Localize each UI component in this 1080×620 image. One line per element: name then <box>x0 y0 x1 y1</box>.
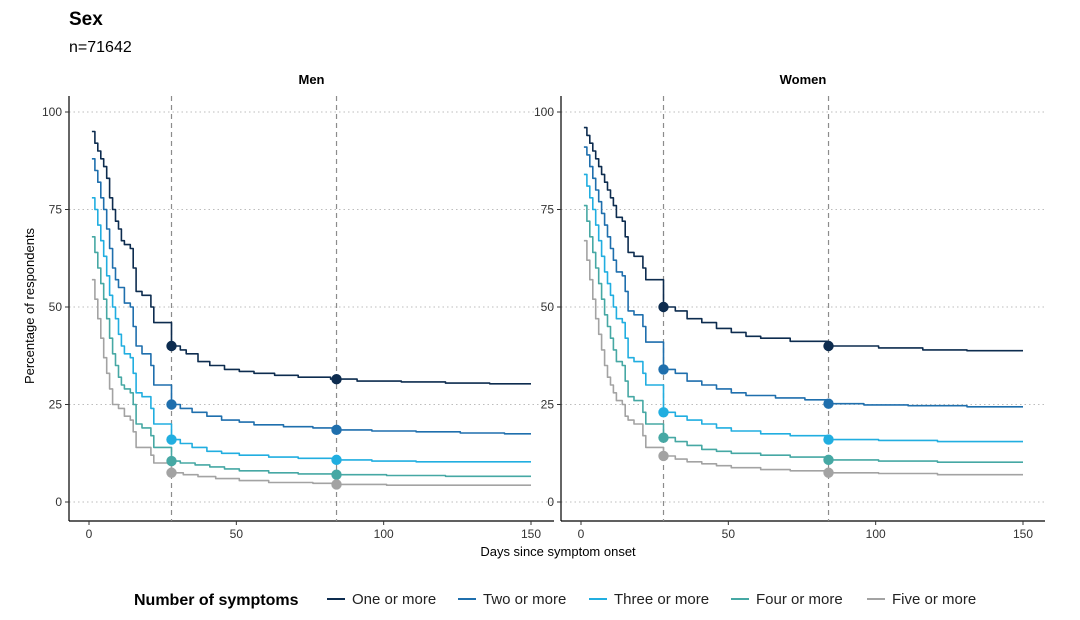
legend-label-one-or-more: One or more <box>352 591 436 608</box>
panel-women-point-day-28-three-or-more <box>658 407 669 418</box>
panel-men-y-tick-label: 100 <box>42 105 62 119</box>
panel-women-y-tick-label: 75 <box>541 203 555 217</box>
panel-women-point-day-28-two-or-more <box>658 364 669 375</box>
x-axis-title: Days since symptom onset <box>480 544 636 559</box>
panel-women: Women 0 50 100 150 0 25 50 75 100 <box>534 72 1045 541</box>
panel-men-point-day-84-four-or-more <box>331 469 342 480</box>
panel-women-point-day-84-four-or-more <box>823 454 834 466</box>
panel-women-y-tick-label: 0 <box>547 495 554 509</box>
panel-women-point-day-28-one-or-more <box>658 301 669 313</box>
panel-men-point-day-84-one-or-more <box>331 373 342 385</box>
panel-women-point-day-84-two-or-more <box>823 398 834 409</box>
panel-men-point-day-84-five-or-more <box>331 479 342 490</box>
panel-women-point-day-84-three-or-more <box>823 434 834 445</box>
panel-women-point-day-84-one-or-more <box>823 340 834 352</box>
panel-men-y-tick-label: 50 <box>49 300 63 314</box>
panel-men-x-tick-label: 0 <box>86 527 93 541</box>
panel-women-series-line-one-or-more <box>583 126 1023 352</box>
panel-women-series-line-four-or-more <box>583 204 1023 463</box>
panel-men-point-day-28-two-or-more <box>166 399 177 410</box>
panel-men-series-line-two-or-more <box>91 158 531 435</box>
panel-men-strip-label: Men <box>299 72 325 87</box>
panel-women-x-tick-label: 150 <box>1013 527 1033 541</box>
panel-men-point-day-28-five-or-more <box>166 467 177 478</box>
legend-label-three-or-more: Three or more <box>614 591 709 608</box>
legend-label-four-or-more: Four or more <box>756 591 843 608</box>
legend-label-five-or-more: Five or more <box>892 591 976 608</box>
panel-men-x-tick-label: 100 <box>374 527 394 541</box>
panel-men-y-tick-label: 25 <box>49 398 63 412</box>
panel-men: Men 0 50 100 150 0 25 50 75 100 <box>42 72 554 541</box>
panel-women-x-tick-label: 50 <box>722 527 736 541</box>
panel-women-x-tick-label: 0 <box>578 527 585 541</box>
panel-men-y-tick-label: 0 <box>55 495 62 509</box>
panel-women-x-tick-label: 100 <box>866 527 886 541</box>
panel-women-series-line-five-or-more <box>583 239 1023 476</box>
panel-men-point-day-28-three-or-more <box>166 434 177 445</box>
panel-women-series-line-three-or-more <box>583 173 1023 443</box>
panel-men-y-tick-label: 75 <box>49 203 63 217</box>
panel-women-point-day-84-five-or-more <box>823 467 834 478</box>
panel-women-point-day-28-five-or-more <box>658 450 669 462</box>
panel-women-strip-label: Women <box>780 72 827 87</box>
panel-women-point-day-28-four-or-more <box>658 432 669 443</box>
chart-title: Sex <box>69 9 103 30</box>
panel-women-y-tick-label: 100 <box>534 105 554 119</box>
panel-women-y-tick-label: 25 <box>541 398 555 412</box>
panel-men-point-day-84-three-or-more <box>331 454 342 466</box>
panel-men-x-tick-label: 50 <box>230 527 244 541</box>
panel-men-x-tick-label: 150 <box>521 527 541 541</box>
panel-men-series-line-one-or-more <box>91 130 531 385</box>
panel-men-series-line-three-or-more <box>91 197 531 463</box>
legend-title: Number of symptoms <box>134 592 299 609</box>
panel-men-series-line-four-or-more <box>91 236 531 478</box>
legend: Number of symptoms One or more Two or mor… <box>134 591 976 609</box>
panel-men-point-day-84-two-or-more <box>331 424 342 436</box>
panels-layer: Men 0 50 100 150 0 25 50 75 100 Women 0 50 100 150 0 25 5… <box>42 72 1045 541</box>
y-axis-title: Percentage of respondents <box>22 227 37 384</box>
panel-men-series-line-five-or-more <box>91 278 531 486</box>
panel-men-point-day-28-one-or-more <box>166 340 177 352</box>
panel-women-y-tick-label: 50 <box>541 300 555 314</box>
panel-women-series-line-two-or-more <box>583 146 1023 408</box>
chart-subtitle: n=71642 <box>69 39 132 56</box>
panel-men-point-day-28-four-or-more <box>166 455 177 467</box>
legend-label-two-or-more: Two or more <box>483 591 566 608</box>
